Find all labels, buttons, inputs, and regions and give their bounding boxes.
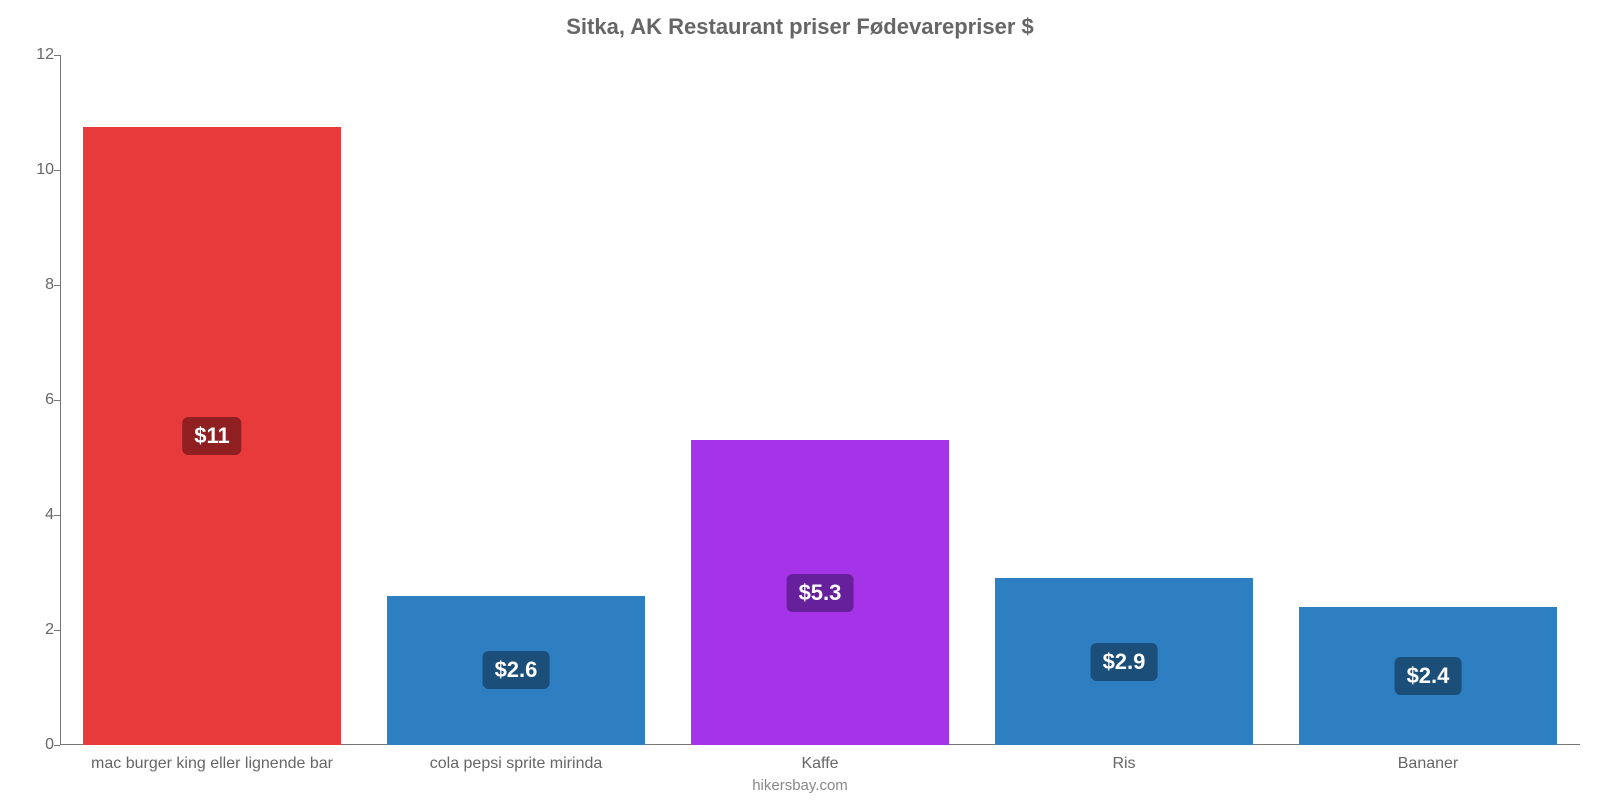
x-category-label: Kaffe [801, 755, 838, 773]
bar: $5.3 [691, 440, 949, 745]
y-tick-mark [54, 630, 60, 631]
bar-value-label: $2.4 [1395, 657, 1462, 695]
x-category-label: mac burger king eller lignende bar [91, 755, 333, 773]
bar: $2.9 [995, 578, 1253, 745]
bar-value-label: $2.6 [483, 651, 550, 689]
bar: $2.6 [387, 596, 645, 746]
y-tick-label: 6 [20, 391, 54, 409]
y-tick-label: 2 [20, 621, 54, 639]
bar-value-label: $2.9 [1091, 643, 1158, 681]
y-tick-mark [54, 170, 60, 171]
bar-value-label: $5.3 [787, 574, 854, 612]
y-tick-mark [54, 285, 60, 286]
y-tick-label: 8 [20, 276, 54, 294]
bar: $11 [83, 127, 341, 745]
y-tick-label: 10 [20, 161, 54, 179]
y-tick-label: 12 [20, 46, 54, 64]
x-category-label: cola pepsi sprite mirinda [430, 755, 603, 773]
y-axis-line [60, 55, 61, 745]
y-tick-mark [54, 55, 60, 56]
y-tick-mark [54, 400, 60, 401]
chart-footer: hikersbay.com [0, 777, 1600, 794]
y-tick-label: 4 [20, 506, 54, 524]
y-tick-mark [54, 515, 60, 516]
y-tick-label: 0 [20, 736, 54, 754]
plot-area: 024681012$11mac burger king eller lignen… [60, 55, 1580, 745]
chart-title: Sitka, AK Restaurant priser Fødevarepris… [0, 14, 1600, 40]
x-category-label: Ris [1112, 755, 1135, 773]
chart-container: Sitka, AK Restaurant priser Fødevarepris… [0, 0, 1600, 800]
bar: $2.4 [1299, 607, 1557, 745]
bar-value-label: $11 [182, 417, 242, 455]
y-tick-mark [54, 745, 60, 746]
x-category-label: Bananer [1398, 755, 1459, 773]
